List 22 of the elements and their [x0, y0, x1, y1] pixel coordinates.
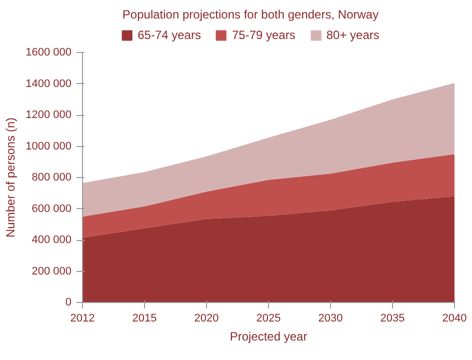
legend-label: 65-74 years — [138, 28, 201, 42]
y-tick-label: 0 — [65, 296, 72, 308]
y-tick-label: 400 000 — [32, 234, 72, 246]
y-tick-label: 1000 000 — [26, 140, 72, 152]
legend-label: 80+ years — [326, 28, 380, 42]
y-tick-label: 1400 000 — [26, 78, 72, 90]
y-tick-label: 1200 000 — [26, 109, 72, 121]
x-tick-label: 2015 — [132, 312, 157, 324]
y-tick-label: 200 000 — [32, 265, 72, 278]
x-tick-label: 2035 — [380, 312, 405, 324]
chart-title: Population projections for both genders, Norway — [122, 8, 379, 22]
legend-label: 75-79 years — [232, 28, 296, 42]
y-tick-label: 1600 000 — [26, 46, 72, 58]
y-tick-label: 800 000 — [32, 172, 72, 184]
x-tick-label: 2030 — [318, 312, 343, 324]
x-tick-label: 2040 — [442, 312, 467, 324]
y-tick-label: 600 000 — [32, 202, 72, 215]
y-axis-title: Number of persons (n) — [4, 117, 18, 238]
x-tick-label: 2020 — [194, 312, 219, 324]
x-tick-label: 2025 — [256, 312, 281, 324]
x-axis-title: Projected year — [230, 330, 308, 344]
x-tick-label: 2012 — [70, 312, 95, 324]
